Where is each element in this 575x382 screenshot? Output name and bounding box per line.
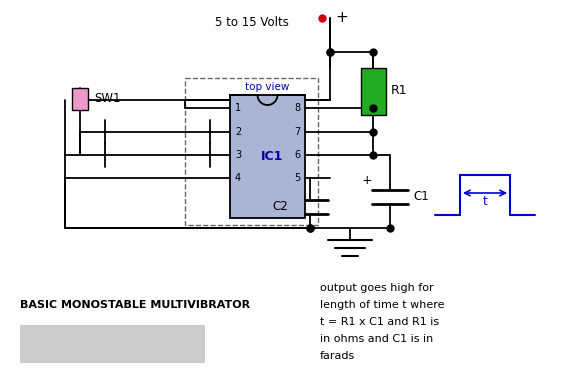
Bar xyxy=(72,88,88,110)
Text: farads: farads xyxy=(320,351,355,361)
Bar xyxy=(20,325,205,363)
Text: 7: 7 xyxy=(294,127,300,137)
Text: t: t xyxy=(482,195,488,208)
Text: IC1: IC1 xyxy=(261,150,283,163)
Text: SW1: SW1 xyxy=(94,92,121,105)
Text: length of time t where: length of time t where xyxy=(320,300,444,310)
Text: 5: 5 xyxy=(294,173,300,183)
Text: 1: 1 xyxy=(235,103,241,113)
Text: BASIC MONOSTABLE MULTIVIBRATOR: BASIC MONOSTABLE MULTIVIBRATOR xyxy=(20,300,250,310)
Text: +: + xyxy=(362,174,373,187)
Text: C2: C2 xyxy=(272,201,288,214)
Text: R1: R1 xyxy=(391,84,408,97)
Text: +: + xyxy=(335,10,348,26)
Text: 4: 4 xyxy=(235,173,241,183)
Bar xyxy=(230,95,305,218)
Bar xyxy=(185,78,318,225)
Text: 8: 8 xyxy=(294,103,300,113)
Text: output goes high for: output goes high for xyxy=(320,283,434,293)
Text: 5 to 15 Volts: 5 to 15 Volts xyxy=(215,16,289,29)
Text: top view: top view xyxy=(246,82,290,92)
Text: C1: C1 xyxy=(413,191,429,204)
Text: 6: 6 xyxy=(294,150,300,160)
Text: 2: 2 xyxy=(235,127,241,137)
Text: in ohms and C1 is in: in ohms and C1 is in xyxy=(320,334,433,344)
Bar xyxy=(361,68,386,115)
Text: t = R1 x C1 and R1 is: t = R1 x C1 and R1 is xyxy=(320,317,439,327)
Text: 3: 3 xyxy=(235,150,241,160)
